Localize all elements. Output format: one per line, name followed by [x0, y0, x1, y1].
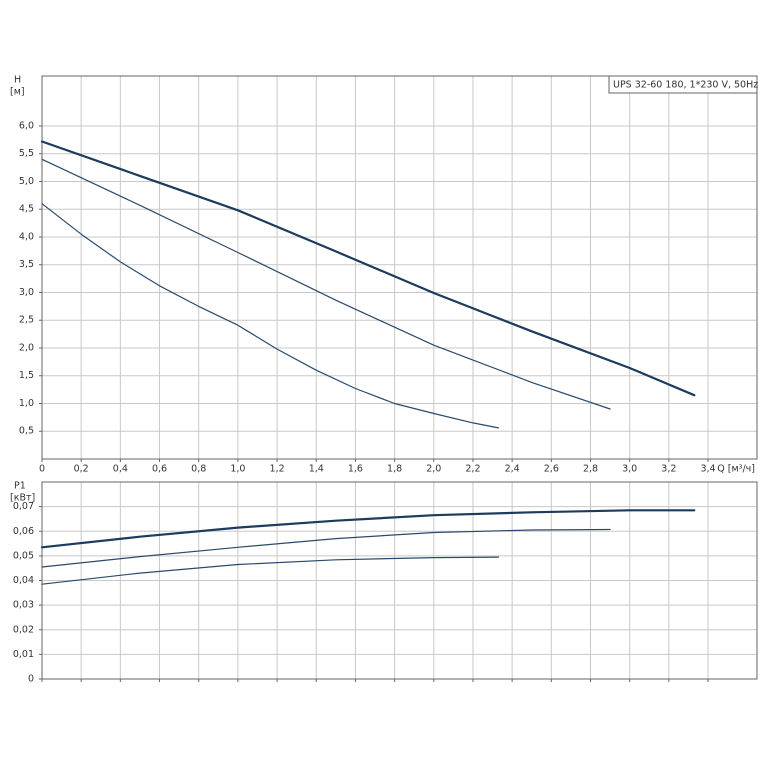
x-tick-label: 3,4 [700, 464, 715, 475]
x-tick-label: 0,6 [152, 464, 167, 475]
y-tick-label: 5,0 [19, 176, 34, 187]
x-tick-label: 2,4 [505, 464, 520, 475]
x-tick-label: 2,6 [544, 464, 559, 475]
y-tick-label: 0,5 [19, 426, 34, 437]
y-tick-label: 0,03 [13, 600, 34, 611]
y-axis-unit: [м] [10, 87, 25, 98]
y-tick-label: 1,0 [19, 398, 34, 409]
y-tick-label: 0,06 [13, 526, 34, 537]
x-tick-label: 0,2 [74, 464, 89, 475]
y-tick-label: 5,5 [19, 148, 34, 159]
legend-box [608, 75, 758, 94]
y-axis-label: H [14, 75, 21, 86]
y-tick-label: 0,05 [13, 550, 34, 561]
y-axis-label: P1 [14, 481, 26, 492]
x-tick-label: 1,6 [348, 464, 363, 475]
x-tick-label: 3,0 [622, 464, 637, 475]
plot-frame [41, 75, 758, 460]
x-tick-label: 1,8 [387, 464, 402, 475]
x-tick-label: 0 [39, 464, 45, 475]
y-tick-label: 2,5 [19, 315, 34, 326]
y-axis-unit: [кВт] [10, 493, 35, 504]
y-tick-label: 4,0 [19, 231, 34, 242]
y-tick-label: 2,0 [19, 342, 34, 353]
x-tick-label: 2,2 [465, 464, 480, 475]
y-tick-label: 4,5 [19, 204, 34, 215]
y-tick-label: 0,02 [13, 624, 34, 635]
x-tick-label: 3,2 [661, 464, 676, 475]
x-tick-label: 0,4 [113, 464, 128, 475]
y-tick-label: 3,5 [19, 259, 34, 270]
x-tick-label: 1,2 [270, 464, 285, 475]
y-tick-label: 0,07 [13, 501, 34, 512]
x-tick-label: 2,8 [583, 464, 598, 475]
y-tick-label: 0,01 [13, 649, 34, 660]
y-tick-label: 3,0 [19, 287, 34, 298]
x-tick-label: 2,0 [426, 464, 441, 475]
y-tick-label: 1,5 [19, 370, 34, 381]
curve [40, 140, 696, 397]
y-tick-label: 0,04 [13, 575, 34, 586]
x-axis-label: Q [м³/ч] [717, 464, 755, 475]
x-tick-label: 0,8 [191, 464, 206, 475]
plot-frame [41, 481, 758, 680]
x-tick-label: 1,4 [309, 464, 324, 475]
curve [41, 528, 611, 568]
y-tick-label: 0 [28, 674, 34, 685]
curve [41, 203, 499, 429]
curve [41, 556, 499, 585]
y-tick-label: 6,0 [19, 120, 34, 131]
curve [41, 158, 611, 410]
curve [40, 509, 696, 549]
x-tick-label: 1,0 [230, 464, 245, 475]
legend-text: UPS 32-60 180, 1*230 V, 50Hz [613, 80, 758, 91]
